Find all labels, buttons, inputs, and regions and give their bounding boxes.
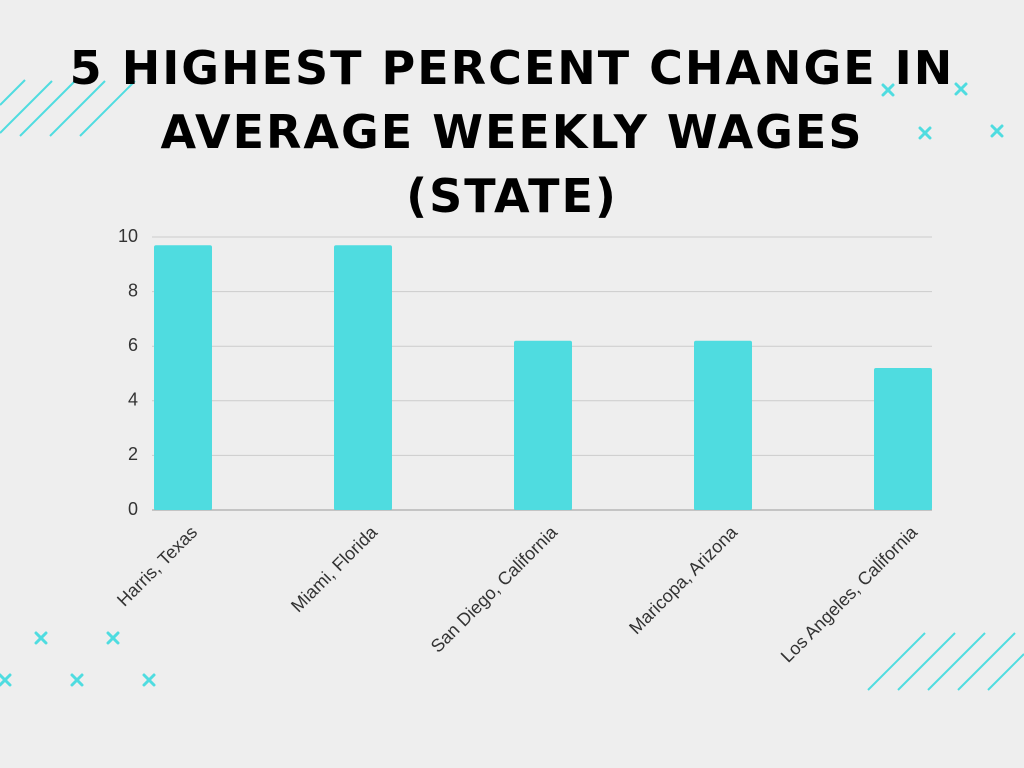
y-tick-label: 10 [118, 226, 138, 246]
y-tick-label: 6 [128, 335, 138, 355]
decoration-stripes [0, 79, 1024, 691]
cross-stroke [106, 631, 120, 645]
x-tick-label: San Diego, California [427, 521, 562, 656]
cross-stroke [0, 673, 12, 687]
bar [154, 245, 212, 510]
chart-title: 5 HIGHEST PERCENT CHANGE IN AVERAGE WEEK… [69, 41, 955, 223]
y-tick-label: 4 [128, 390, 138, 410]
y-tick-label: 0 [128, 499, 138, 519]
cross-stroke [918, 126, 932, 140]
x-tick-label: Los Angeles, California [777, 521, 922, 666]
x-tick-label: Harris, Texas [113, 522, 201, 610]
cross-stroke [142, 673, 156, 687]
bar [694, 340, 752, 510]
cross-stroke [954, 82, 968, 96]
bar [334, 245, 392, 510]
cross-stroke [70, 673, 84, 687]
x-tick-label: Miami, Florida [287, 521, 382, 616]
x-tick-label: Maricopa, Arizona [625, 521, 742, 638]
bar [514, 340, 572, 510]
y-tick-label: 2 [128, 444, 138, 464]
bar [874, 368, 932, 510]
cross-stroke [881, 83, 895, 97]
cross-stroke [990, 124, 1004, 138]
decoration-crosses [0, 82, 1004, 687]
cross-stroke [34, 631, 48, 645]
y-tick-label: 8 [128, 280, 138, 300]
